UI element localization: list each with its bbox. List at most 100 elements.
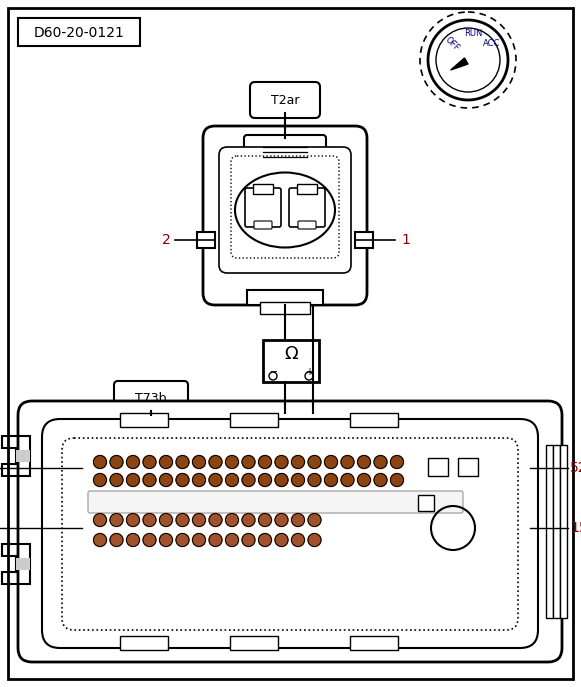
Bar <box>253 184 273 194</box>
Circle shape <box>259 513 271 526</box>
FancyBboxPatch shape <box>254 221 272 229</box>
Text: ─: ─ <box>270 367 276 377</box>
Circle shape <box>308 534 321 546</box>
Circle shape <box>242 473 255 486</box>
Circle shape <box>192 455 206 469</box>
FancyBboxPatch shape <box>114 381 188 415</box>
Circle shape <box>308 513 321 526</box>
Bar <box>16 558 30 570</box>
Circle shape <box>94 473 106 486</box>
Circle shape <box>192 473 206 486</box>
Bar <box>263 340 319 382</box>
Circle shape <box>225 513 238 526</box>
Bar <box>197 232 215 248</box>
Text: OFF: OFF <box>443 35 461 53</box>
Bar <box>230 636 278 650</box>
Circle shape <box>325 473 338 486</box>
Circle shape <box>275 455 288 469</box>
Text: 2: 2 <box>162 233 171 247</box>
Circle shape <box>292 513 304 526</box>
FancyBboxPatch shape <box>88 491 463 513</box>
Circle shape <box>160 534 173 546</box>
Circle shape <box>225 473 238 486</box>
Circle shape <box>176 534 189 546</box>
Circle shape <box>127 455 139 469</box>
Circle shape <box>127 513 139 526</box>
Text: RUN: RUN <box>464 30 482 38</box>
FancyBboxPatch shape <box>42 419 538 648</box>
Bar <box>247 290 323 305</box>
Text: +: + <box>305 367 313 377</box>
Circle shape <box>292 455 304 469</box>
Bar <box>16 450 30 462</box>
Text: D60-20-0121: D60-20-0121 <box>34 26 124 40</box>
Circle shape <box>192 513 206 526</box>
FancyBboxPatch shape <box>244 135 326 176</box>
Bar <box>230 413 278 427</box>
Circle shape <box>242 534 255 546</box>
Circle shape <box>110 534 123 546</box>
Circle shape <box>176 473 189 486</box>
FancyBboxPatch shape <box>62 438 518 630</box>
FancyBboxPatch shape <box>219 147 351 273</box>
Circle shape <box>110 473 123 486</box>
Circle shape <box>94 455 106 469</box>
Circle shape <box>209 534 222 546</box>
Circle shape <box>176 513 189 526</box>
Circle shape <box>94 513 106 526</box>
Circle shape <box>192 534 206 546</box>
Bar <box>553 445 560 618</box>
Bar <box>458 458 478 476</box>
Text: T2ar: T2ar <box>271 93 299 106</box>
Circle shape <box>110 513 123 526</box>
FancyBboxPatch shape <box>298 221 316 229</box>
Circle shape <box>357 455 371 469</box>
FancyBboxPatch shape <box>18 401 562 662</box>
Circle shape <box>325 455 338 469</box>
Circle shape <box>160 455 173 469</box>
Circle shape <box>160 473 173 486</box>
Circle shape <box>127 534 139 546</box>
FancyBboxPatch shape <box>245 188 281 227</box>
Circle shape <box>259 473 271 486</box>
Bar <box>418 495 434 511</box>
Circle shape <box>292 473 304 486</box>
Bar <box>18 18 140 46</box>
Circle shape <box>275 473 288 486</box>
Circle shape <box>209 473 222 486</box>
Circle shape <box>94 534 106 546</box>
Circle shape <box>374 455 387 469</box>
Circle shape <box>143 534 156 546</box>
Circle shape <box>308 473 321 486</box>
Bar <box>350 636 398 650</box>
Circle shape <box>110 455 123 469</box>
Circle shape <box>143 513 156 526</box>
FancyBboxPatch shape <box>231 156 339 258</box>
Bar <box>120 636 168 650</box>
FancyBboxPatch shape <box>250 82 320 118</box>
Ellipse shape <box>235 172 335 247</box>
Circle shape <box>374 473 387 486</box>
Circle shape <box>341 473 354 486</box>
Text: ACC: ACC <box>483 38 501 47</box>
Bar <box>428 458 448 476</box>
Bar <box>355 232 373 248</box>
Circle shape <box>209 455 222 469</box>
Text: T73b: T73b <box>135 392 167 405</box>
Circle shape <box>225 534 238 546</box>
Text: 15: 15 <box>570 521 581 535</box>
Circle shape <box>225 455 238 469</box>
Circle shape <box>176 455 189 469</box>
Text: 52: 52 <box>570 461 581 475</box>
Bar <box>560 445 567 618</box>
Circle shape <box>275 513 288 526</box>
Circle shape <box>160 513 173 526</box>
Circle shape <box>308 455 321 469</box>
Circle shape <box>259 534 271 546</box>
Circle shape <box>127 473 139 486</box>
Circle shape <box>390 455 403 469</box>
Circle shape <box>275 534 288 546</box>
Bar <box>350 413 398 427</box>
FancyBboxPatch shape <box>289 188 325 227</box>
Circle shape <box>209 513 222 526</box>
